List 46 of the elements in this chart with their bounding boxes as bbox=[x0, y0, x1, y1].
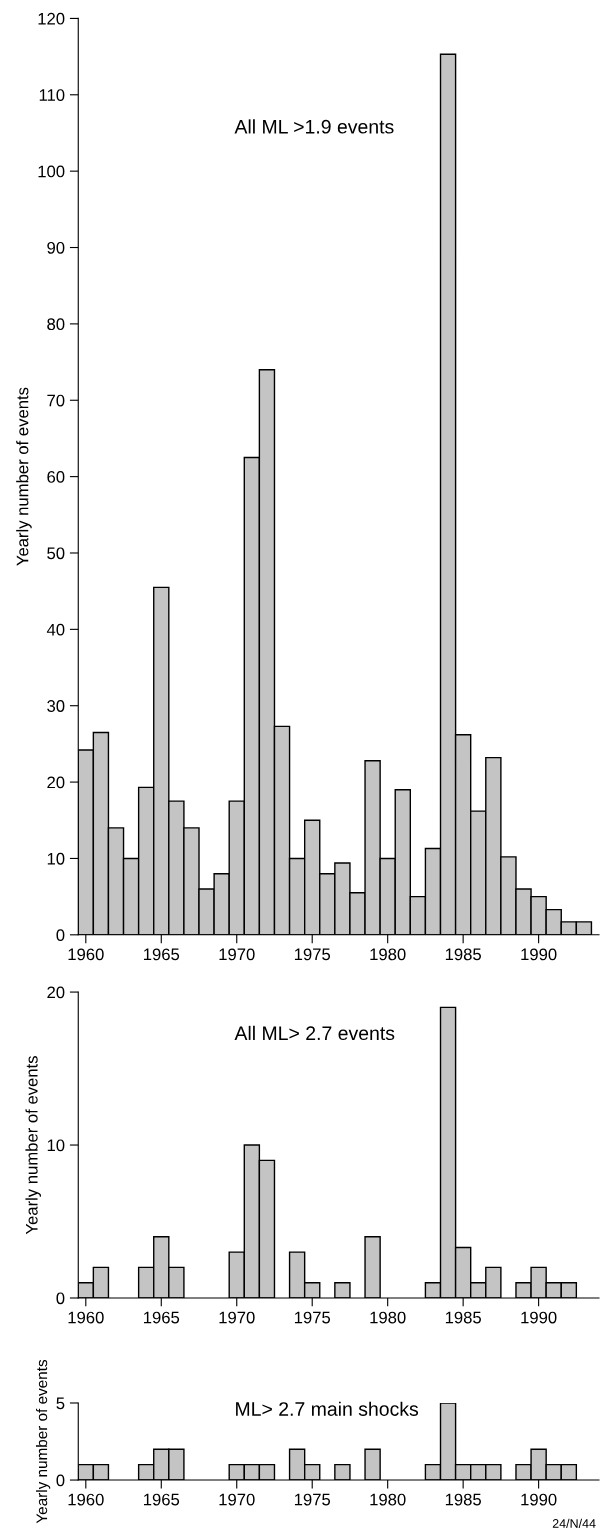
text: All ML> 2.7 events bbox=[234, 1025, 395, 1041]
x-tick-label: 1980 bbox=[370, 1311, 406, 1324]
text: 24/N/44 bbox=[552, 1518, 596, 1528]
x-tick-label: 1960 bbox=[68, 1311, 104, 1324]
x-tick-label: 1965 bbox=[144, 1493, 180, 1506]
y-tick-label: 20 bbox=[47, 986, 65, 999]
y-tick-label: 90 bbox=[47, 241, 65, 254]
x-tick-label: 1980 bbox=[370, 1493, 406, 1506]
x-tick-label: 1990 bbox=[521, 1493, 557, 1506]
x-tick-label: 1985 bbox=[445, 1311, 481, 1324]
y-tick-label: 0 bbox=[56, 1292, 65, 1305]
x-tick-label: 1975 bbox=[294, 1493, 331, 1506]
y-tick-label: 10 bbox=[47, 852, 65, 865]
y-tick-label: 70 bbox=[47, 394, 65, 407]
x-tick-label: 1970 bbox=[219, 1311, 255, 1324]
y-tick-label: 50 bbox=[47, 547, 65, 560]
x-tick-label: 1965 bbox=[144, 1311, 180, 1324]
y-axis-title: Yearly number of events bbox=[16, 387, 32, 566]
x-tick-label: 1960 bbox=[68, 1493, 104, 1506]
y-tick-label: 120 bbox=[38, 12, 65, 25]
y-tick-label: 5 bbox=[56, 1397, 65, 1410]
x-tick-label: 1980 bbox=[370, 948, 406, 961]
y-tick-label: 0 bbox=[56, 929, 65, 942]
x-tick-label: 1990 bbox=[521, 948, 557, 961]
chart-title: ML> 2.7 main shocks bbox=[236, 1401, 419, 1416]
y-axis-title: Yearly number of events bbox=[36, 1359, 51, 1524]
x-tick-label: 1985 bbox=[445, 948, 481, 961]
y-tick-label: 80 bbox=[47, 318, 65, 331]
y-axis-title: Yearly number of events bbox=[25, 1056, 41, 1235]
y-tick-label: 60 bbox=[47, 471, 65, 483]
x-tick-label: 1965 bbox=[144, 948, 180, 961]
y-tick-label: 40 bbox=[46, 623, 65, 636]
text: All ML >1.9 events bbox=[234, 119, 394, 134]
x-tick-label: 1970 bbox=[219, 1493, 255, 1506]
y-tick-label: 30 bbox=[47, 700, 65, 712]
x-tick-label: 1975 bbox=[294, 948, 331, 961]
x-tick-label: 1985 bbox=[445, 1493, 481, 1506]
y-tick-label: 110 bbox=[39, 89, 65, 101]
y-tick-label: 100 bbox=[38, 165, 65, 178]
y-tick-label: 20 bbox=[47, 776, 65, 789]
x-tick-label: 1960 bbox=[68, 948, 104, 961]
x-tick-label: 1970 bbox=[219, 948, 255, 961]
y-tick-label: 0 bbox=[56, 1474, 65, 1487]
x-tick-label: 1990 bbox=[521, 1311, 557, 1324]
y-tick-label: 10 bbox=[47, 1139, 65, 1152]
x-tick-label: 1975 bbox=[294, 1311, 331, 1324]
